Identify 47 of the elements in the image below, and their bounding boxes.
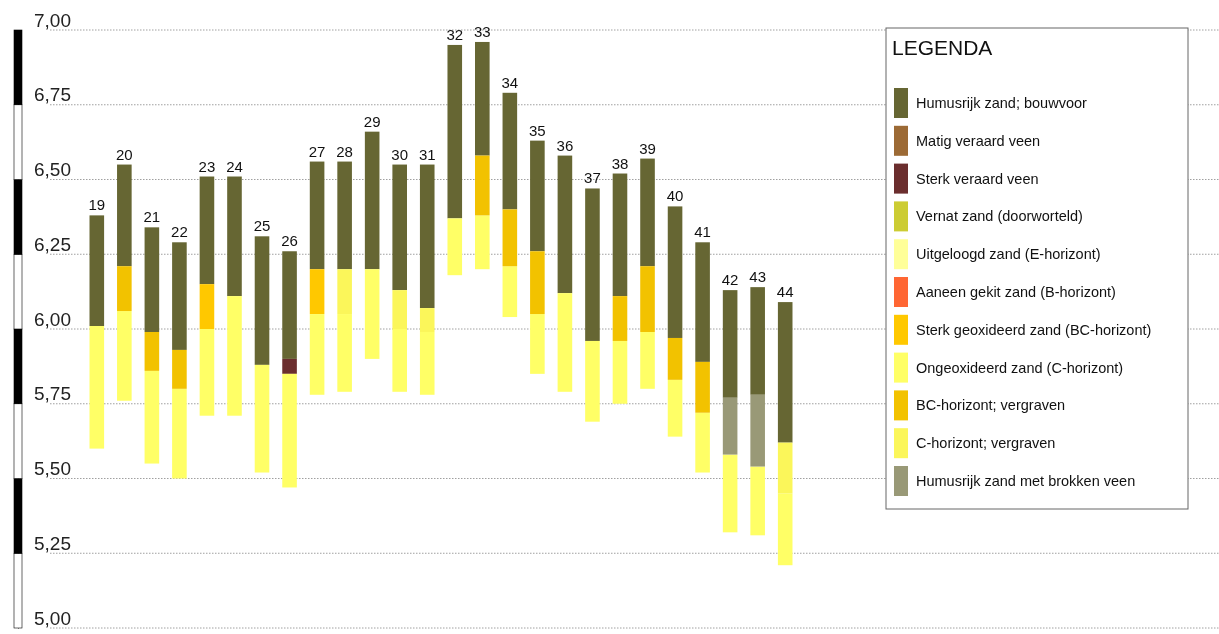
x-tick-label: 44 xyxy=(776,283,794,301)
legend-label: Sterk geoxideerd zand (BC-horizont) xyxy=(916,321,1152,338)
x-tick-label: 25 xyxy=(253,217,271,235)
y-tick-label: 6,75 xyxy=(34,84,71,106)
legend-label: C-horizont; vergraven xyxy=(916,435,1056,452)
x-tick-label: 23 xyxy=(198,157,216,175)
x-tick-label: 35 xyxy=(529,121,546,139)
x-tick-label: 38 xyxy=(611,154,629,172)
x-tick-label: 33 xyxy=(473,22,491,40)
x-tick-label: 40 xyxy=(666,187,684,205)
x-tick-label: 37 xyxy=(584,169,601,187)
y-tick-label: 5,25 xyxy=(34,532,71,554)
x-tick-label: 24 xyxy=(226,157,243,175)
y-tick-label: 5,50 xyxy=(34,458,71,480)
y-tick-label: 5,00 xyxy=(34,607,71,629)
legend-label: Ongeoxideerd zand (C-horizont) xyxy=(916,359,1124,376)
x-tick-label: 21 xyxy=(143,208,161,226)
x-tick-label: 27 xyxy=(308,142,326,160)
y-tick-label: 6,00 xyxy=(34,308,71,330)
x-tick-label: 34 xyxy=(501,73,519,91)
x-tick-label: 19 xyxy=(88,196,106,214)
legend-label: Aaneen gekit zand (B-horizont) xyxy=(916,284,1116,300)
x-tick-label: 42 xyxy=(721,271,739,289)
x-tick-label: 43 xyxy=(749,268,766,286)
legend-label: Uitgeloogd zand (E-horizont) xyxy=(916,246,1101,263)
x-tick-label: 22 xyxy=(171,223,188,241)
legend-label: Sterk veraard veen xyxy=(916,170,1039,187)
y-tick-label: 6,50 xyxy=(34,159,71,181)
x-tick-label: 32 xyxy=(446,25,464,43)
legend-label: Matig veraard veen xyxy=(916,132,1041,149)
y-tick-label: 6,25 xyxy=(34,233,71,255)
y-tick-label: 7,00 xyxy=(34,9,71,31)
x-tick-label: 26 xyxy=(281,232,298,250)
x-tick-label: 28 xyxy=(336,142,353,160)
x-tick-label: 31 xyxy=(418,145,436,163)
legend-label: Vernat zand (doorworteld) xyxy=(916,208,1083,225)
x-tick-label: 20 xyxy=(116,145,133,163)
legend-label: Humusrijk zand; bouwvoor xyxy=(916,95,1088,111)
legend-label: BC-horizont; vergraven xyxy=(916,397,1066,414)
x-tick-label: 29 xyxy=(363,112,381,130)
x-tick-label: 39 xyxy=(639,139,656,157)
x-tick-label: 30 xyxy=(391,145,409,163)
x-tick-label: 41 xyxy=(694,223,711,241)
y-tick-label: 5,75 xyxy=(34,383,71,405)
legend-title: LEGENDA xyxy=(892,36,993,59)
x-tick-label: 36 xyxy=(556,136,574,154)
legend-label: Humusrijk zand met brokken veen xyxy=(916,473,1136,489)
